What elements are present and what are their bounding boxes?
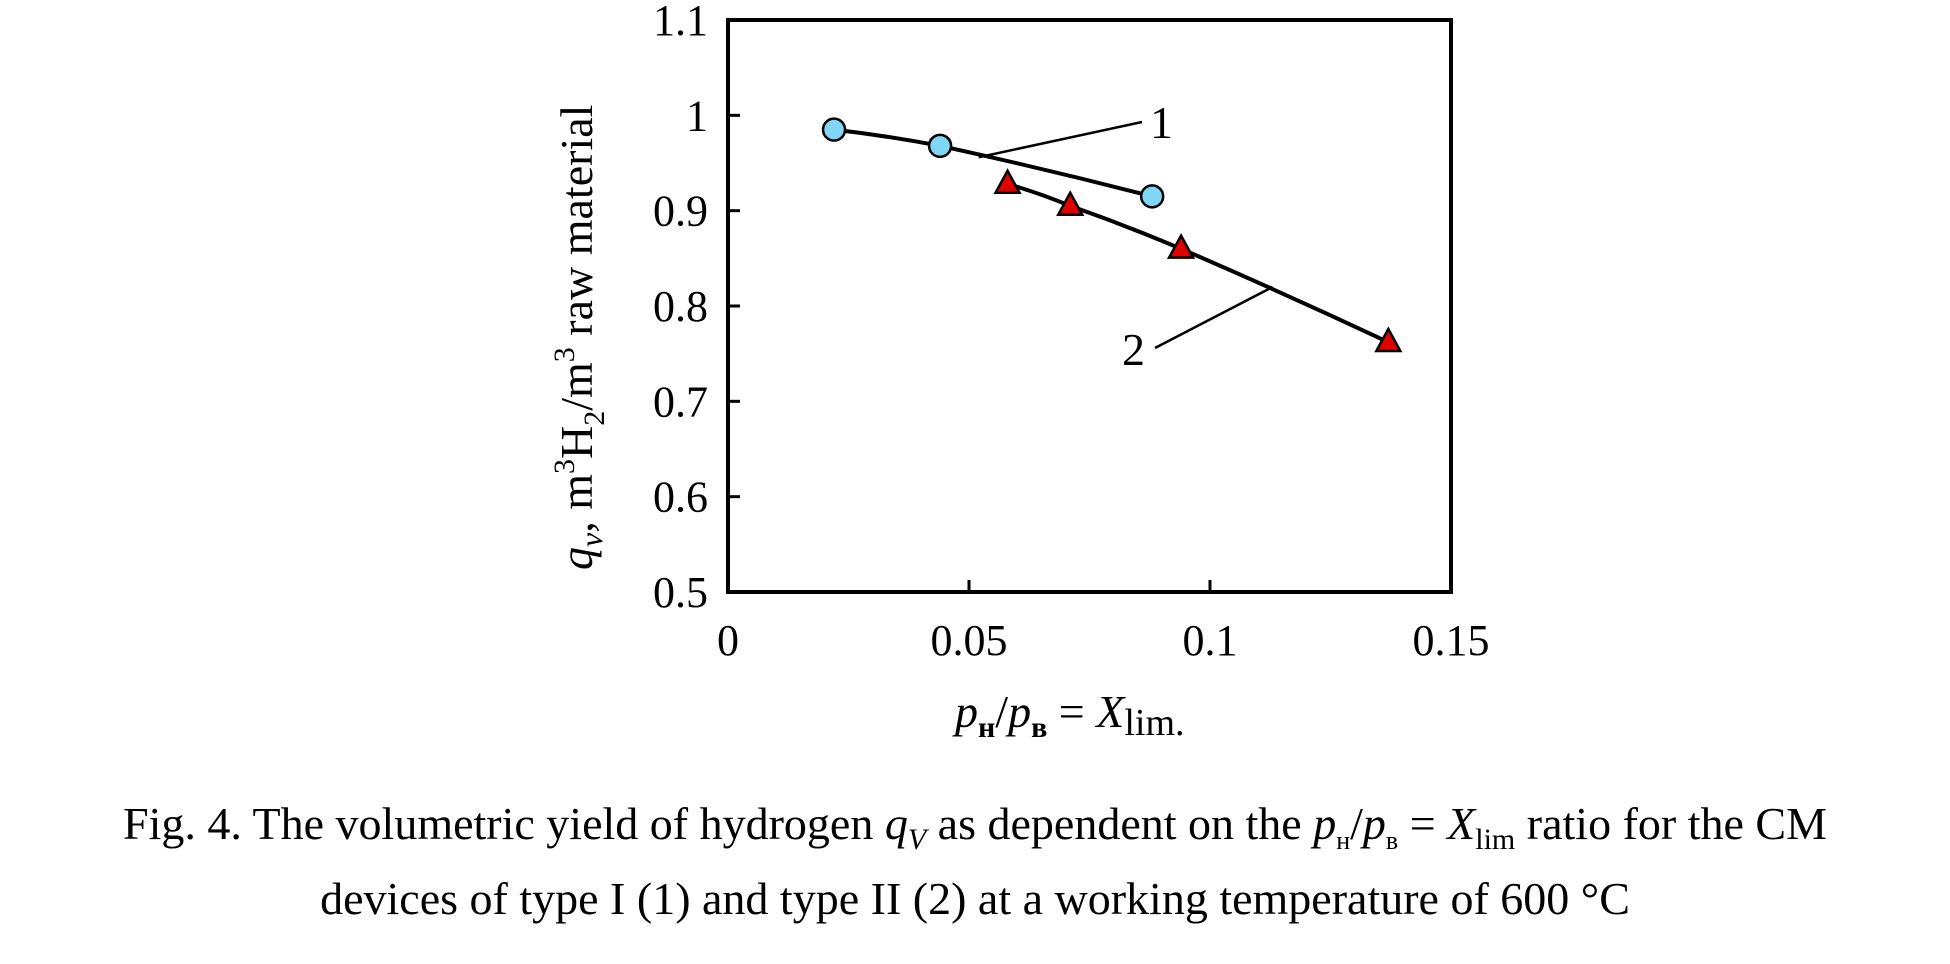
series-1-point: [927, 133, 953, 159]
series-2-point: [1056, 190, 1085, 216]
caption-line-2: devices of type I (1) and type II (2) at…: [320, 873, 1630, 925]
series-2-point: [1374, 326, 1403, 353]
y-axis-title: qv, m3H2/m3 raw material: [548, 105, 611, 570]
x-tick-label: 0.05: [931, 616, 1008, 665]
series-2-line: [1007, 182, 1390, 345]
series-1-point: [1139, 184, 1165, 209]
y-tick-label: 1: [686, 91, 708, 140]
series-2-callout-label: 2: [1122, 324, 1145, 375]
y-axis: 0.5 0.6 0.7 0.8 0.9 1 1.1: [653, 0, 740, 617]
x-axis-title: pн/pв = Xlim.: [952, 686, 1185, 744]
x-axis: 0 0.05 0.1 0.15: [717, 580, 1490, 665]
series-lines: [833, 127, 1390, 345]
series-1-point: [821, 117, 847, 142]
caption-line-1: Fig. 4. The volumetric yield of hydrogen…: [122, 798, 1827, 857]
series-callouts: 12: [978, 97, 1274, 375]
series-1-callout-label: 1: [1150, 97, 1173, 148]
x-tick-label: 0.15: [1413, 616, 1490, 665]
x-tick-label: 0.1: [1183, 616, 1238, 665]
series-2-point: [1166, 232, 1196, 259]
series-markers: [821, 117, 1403, 353]
y-tick-label: 1.1: [653, 0, 708, 45]
y-tick-label: 0.6: [653, 473, 708, 522]
series-1-line: [833, 127, 1153, 199]
y-tick-label: 0.7: [653, 377, 708, 426]
y-tick-label: 0.8: [653, 282, 708, 331]
series-2-point: [993, 168, 1022, 195]
plot-frame: [726, 18, 1453, 594]
series-1-callout-line: [978, 120, 1143, 159]
series-2-callout-line: [1154, 285, 1274, 350]
y-tick-label: 0.5: [653, 568, 708, 617]
figure-caption: Fig. 4. The volumetric yield of hydrogen…: [0, 795, 1950, 928]
chart: 0.50.60.70.80.911.1 0 0.05 0.1 0.15 12 qv, …: [548, 0, 1490, 744]
y-tick-label: 0.9: [653, 187, 708, 236]
x-tick-label: 0: [717, 616, 739, 665]
